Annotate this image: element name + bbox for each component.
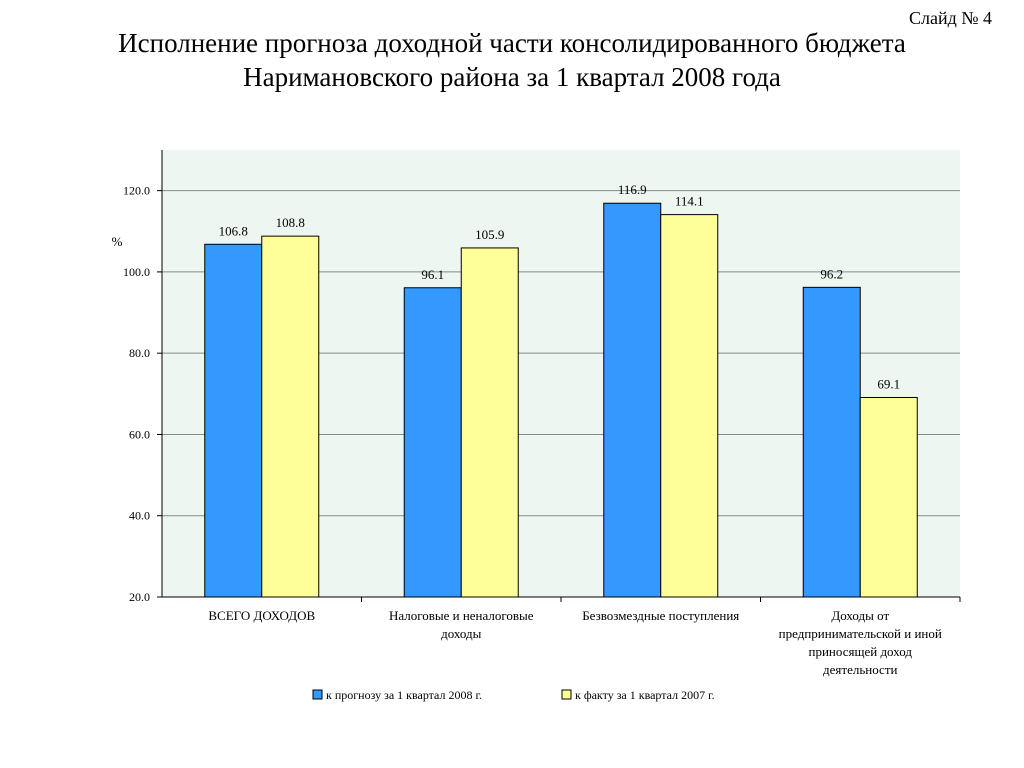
y-unit-label: %	[112, 234, 123, 249]
data-label: 108.8	[276, 215, 305, 230]
data-label: 105.9	[475, 227, 504, 242]
y-tick-label: 100.0	[123, 265, 150, 279]
legend-label: к факту за 1 квартал 2007 г.	[575, 688, 715, 702]
data-label: 114.1	[675, 194, 704, 209]
y-tick-label: 20.0	[129, 590, 150, 604]
bar-series-1	[204, 243, 263, 598]
data-label: 96.2	[820, 266, 843, 281]
x-category-label: доходы	[441, 626, 482, 641]
x-category-label: приносящей доход	[809, 644, 913, 659]
bar-series-2	[660, 214, 719, 598]
x-category-label: Налоговые и неналоговые	[389, 608, 534, 623]
data-label: 96.1	[421, 267, 444, 282]
data-label: 116.9	[618, 182, 647, 197]
slide-number: Слайд № 4	[909, 8, 992, 28]
bar-series-1	[403, 287, 462, 598]
data-label: 106.8	[219, 223, 248, 238]
bar-series-2	[261, 235, 320, 598]
y-tick-label: 60.0	[129, 427, 150, 441]
legend-label: к прогнозу за 1 квартал 2008 г.	[326, 688, 482, 702]
chart-title-line-2: Наримановского района за 1 квартал 2008 …	[243, 62, 781, 92]
y-tick-label: 40.0	[129, 509, 150, 523]
legend-swatch	[561, 689, 572, 700]
chart-title: Исполнение прогноза доходной части консо…	[0, 26, 1024, 94]
data-label: 69.1	[877, 376, 900, 391]
y-tick-label: 80.0	[129, 346, 150, 360]
x-category-label: Доходы от	[831, 608, 889, 623]
bar-series-2	[859, 396, 918, 598]
x-category-label: деятельности	[823, 662, 897, 677]
bar-series-1	[603, 202, 662, 598]
legend-swatch	[312, 689, 323, 700]
bar-series-1	[802, 286, 861, 598]
x-category-label: ВСЕГО ДОХОДОВ	[208, 608, 315, 623]
y-tick-label: 120.0	[123, 184, 150, 198]
x-category-label: предпринимательской и иной	[779, 626, 942, 641]
bar-series-2	[460, 247, 519, 598]
x-category-label: Безвозмездные поступления	[582, 608, 739, 623]
chart-title-line-1: Исполнение прогноза доходной части консо…	[118, 28, 906, 58]
